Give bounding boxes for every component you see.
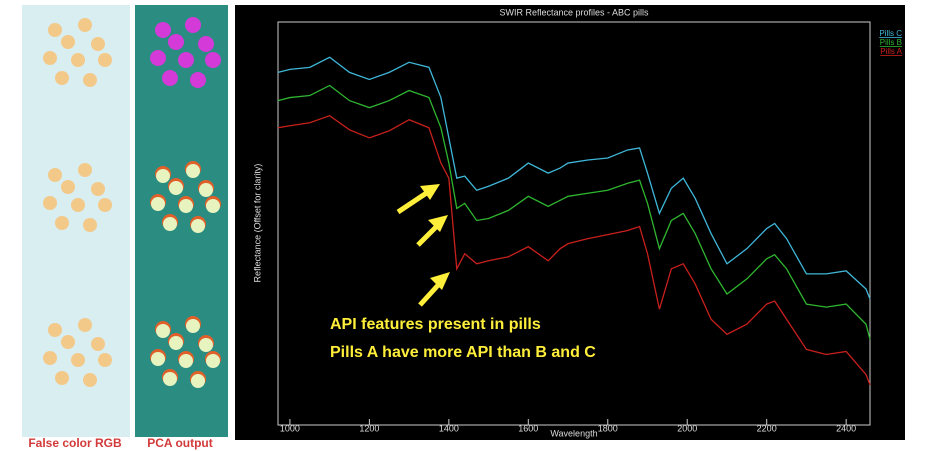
pill [83,373,97,387]
x-tick-label: 2000 [677,423,697,433]
pill [43,196,57,210]
pill [61,35,75,49]
series-line [277,56,871,300]
pill [61,335,75,349]
pill [98,353,112,367]
arrows [396,184,450,307]
pill [169,181,183,195]
pca-image [135,5,228,437]
pill [156,324,170,338]
pill [151,197,165,211]
pill [78,318,92,332]
pill [198,36,214,52]
pill [71,198,85,212]
x-tick-label: 1800 [598,423,618,433]
x-tick-label: 1400 [439,423,459,433]
image-label: False color RGB [28,436,122,450]
pill [78,18,92,32]
pill [48,23,62,37]
x-tick-label: 2400 [836,423,856,433]
pill [48,323,62,337]
pill [168,34,184,50]
y-axis-label: Reflectance (Offset for clarity) [252,164,262,283]
pill [61,180,75,194]
pill [91,182,105,196]
pill [91,337,105,351]
pill [206,354,220,368]
pill [191,374,205,388]
legend-entry: Pills C [879,29,902,38]
plot-frame [277,21,871,426]
pill [186,164,200,178]
annotation: API features present in pills [330,316,541,333]
pill [83,218,97,232]
pill [98,53,112,67]
pill [43,351,57,365]
pill [199,183,213,197]
pill [155,22,171,38]
pill [185,17,201,33]
pill [156,169,170,183]
pill [55,71,69,85]
x-tick-label: 1200 [359,423,379,433]
pill [71,353,85,367]
pill [151,352,165,366]
pill [83,73,97,87]
x-tick-label: 2200 [757,423,777,433]
chart-background [235,5,905,440]
false-color-image [22,5,130,437]
pill [191,219,205,233]
pill [206,199,220,213]
pill [179,354,193,368]
pill [91,37,105,51]
pill [71,53,85,67]
pill [98,198,112,212]
pill [179,199,193,213]
pill [162,70,178,86]
pill [163,217,177,231]
pills [43,17,221,388]
pill [43,51,57,65]
x-tick-label: 1000 [280,423,300,433]
pill [55,371,69,385]
pill [178,52,194,68]
pill [186,319,200,333]
series-line [277,114,871,385]
pill [48,168,62,182]
x-tick-label: 1600 [518,423,538,433]
pill [190,72,206,88]
chart-title: SWIR Reflectance profiles - ABC pills [499,7,649,17]
pill [199,338,213,352]
pill [169,336,183,350]
pill [205,52,221,68]
series-line [277,84,871,340]
pill [163,372,177,386]
annotation: Pills A have more API than B and C [330,344,596,361]
legend-entry: Pills B [880,38,902,47]
pill [78,163,92,177]
image-label: PCA output [147,436,213,450]
pill [55,216,69,230]
legend-entry: Pills A [880,47,902,56]
pill [150,50,166,66]
x-axis-label: Wavelength [550,428,597,438]
